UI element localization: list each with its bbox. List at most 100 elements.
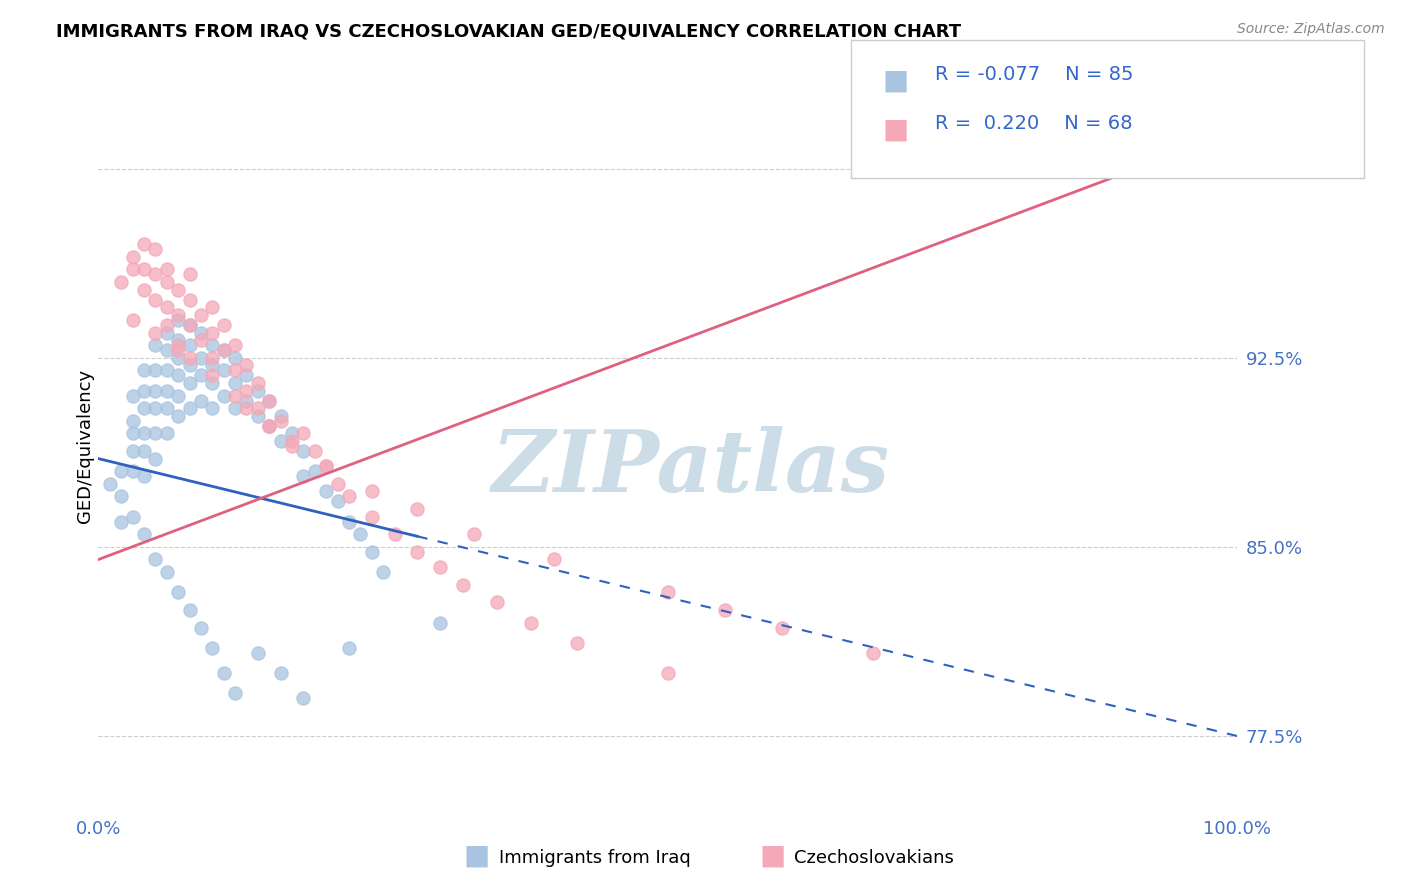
Point: [121, 313, 143, 327]
Point: [235, 368, 257, 383]
Point: [326, 476, 349, 491]
Point: [212, 343, 235, 358]
Point: [360, 509, 382, 524]
Point: [98, 476, 121, 491]
Point: [121, 444, 143, 458]
Point: [384, 527, 406, 541]
Point: [145, 401, 167, 416]
Point: [121, 464, 143, 478]
Point: [145, 384, 167, 398]
Point: [132, 363, 155, 377]
Point: [246, 384, 269, 398]
Text: ■: ■: [759, 842, 786, 870]
Point: [406, 502, 429, 516]
Point: [281, 426, 304, 441]
Point: [349, 527, 371, 541]
Point: [156, 565, 179, 579]
Point: [224, 376, 246, 390]
Point: [463, 527, 485, 541]
Point: [201, 326, 224, 340]
Point: [190, 393, 212, 408]
Point: [201, 351, 224, 365]
Point: [292, 444, 315, 458]
Point: [145, 426, 167, 441]
Point: [246, 401, 269, 416]
Point: [235, 393, 257, 408]
Point: [304, 464, 326, 478]
Point: [179, 293, 201, 307]
Point: [429, 560, 451, 574]
Point: [201, 401, 224, 416]
Point: [212, 318, 235, 332]
Point: [337, 515, 360, 529]
Point: [179, 376, 201, 390]
Point: [246, 646, 269, 660]
Point: [167, 409, 190, 423]
Point: [190, 326, 212, 340]
Point: [167, 313, 190, 327]
Point: [714, 603, 737, 617]
Point: [110, 490, 132, 504]
Point: [270, 409, 292, 423]
Point: [451, 578, 474, 592]
Point: [360, 545, 382, 559]
Point: [179, 338, 201, 352]
Point: [145, 552, 167, 566]
Point: [259, 418, 281, 433]
Point: [224, 351, 246, 365]
Point: [145, 363, 167, 377]
Point: [862, 646, 884, 660]
Point: [212, 343, 235, 358]
Text: ■: ■: [883, 67, 910, 95]
Point: [145, 268, 167, 282]
Point: [315, 459, 337, 474]
Point: [167, 333, 190, 347]
Point: [235, 359, 257, 373]
Point: [190, 308, 212, 322]
Point: [224, 338, 246, 352]
Text: IMMIGRANTS FROM IRAQ VS CZECHOSLOVAKIAN GED/EQUIVALENCY CORRELATION CHART: IMMIGRANTS FROM IRAQ VS CZECHOSLOVAKIAN …: [56, 22, 962, 40]
Point: [145, 451, 167, 466]
Point: [156, 300, 179, 314]
Point: [156, 275, 179, 289]
Point: [156, 384, 179, 398]
Point: [156, 401, 179, 416]
Point: [156, 326, 179, 340]
Point: [167, 388, 190, 402]
Point: [259, 418, 281, 433]
Point: [201, 359, 224, 373]
Text: Immigrants from Iraq: Immigrants from Iraq: [499, 849, 690, 867]
Point: [179, 268, 201, 282]
Point: [190, 368, 212, 383]
Point: [110, 515, 132, 529]
Point: [543, 552, 565, 566]
Point: [190, 351, 212, 365]
Point: [132, 469, 155, 483]
Text: Source: ZipAtlas.com: Source: ZipAtlas.com: [1237, 22, 1385, 37]
Point: [565, 636, 588, 650]
Point: [259, 393, 281, 408]
Point: [132, 527, 155, 541]
Point: [520, 615, 543, 630]
Text: R = -0.077    N = 85: R = -0.077 N = 85: [935, 65, 1133, 84]
Point: [235, 401, 257, 416]
Point: [201, 338, 224, 352]
Point: [770, 621, 793, 635]
Point: [212, 388, 235, 402]
Point: [110, 464, 132, 478]
Point: [259, 418, 281, 433]
Point: [315, 484, 337, 499]
Point: [190, 333, 212, 347]
Point: [224, 388, 246, 402]
Point: [179, 401, 201, 416]
Point: [235, 384, 257, 398]
Point: [179, 359, 201, 373]
Point: [201, 300, 224, 314]
Point: [179, 318, 201, 332]
Point: [121, 250, 143, 264]
Point: [281, 434, 304, 448]
Point: [326, 494, 349, 508]
Point: [132, 384, 155, 398]
Point: [212, 363, 235, 377]
Text: Czechoslovakians: Czechoslovakians: [794, 849, 955, 867]
